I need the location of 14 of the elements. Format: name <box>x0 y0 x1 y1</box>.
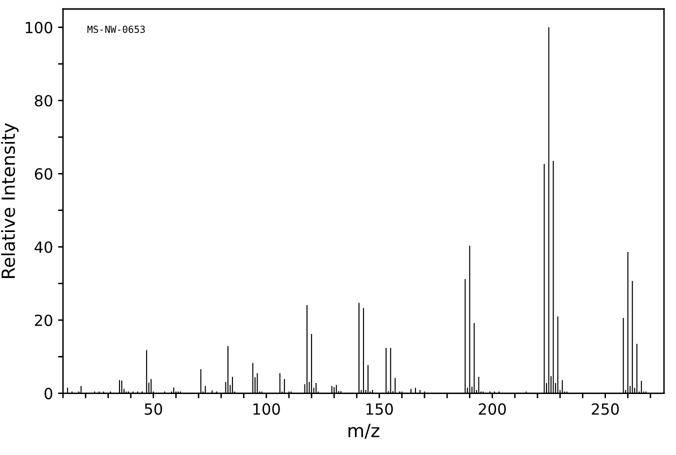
y-tick-label: 100 <box>26 22 52 34</box>
y-tick-label: 0 <box>44 388 52 400</box>
x-tick-label: 100 <box>253 403 280 415</box>
x-tick-label: 250 <box>592 403 619 415</box>
annotation: MS-NW-0653 <box>87 26 145 33</box>
y-axis-title: Relative Intensity <box>1 123 19 278</box>
x-tick-label: 150 <box>366 403 393 415</box>
y-tick-label: 60 <box>34 168 52 180</box>
x-tick-label: 200 <box>478 403 506 415</box>
y-tick-label: 40 <box>34 241 52 253</box>
y-tick-label: 20 <box>34 314 52 326</box>
x-axis-title: m/z <box>348 424 380 439</box>
y-tick-label: 80 <box>34 94 52 107</box>
x-tick-label: 50 <box>144 403 162 415</box>
